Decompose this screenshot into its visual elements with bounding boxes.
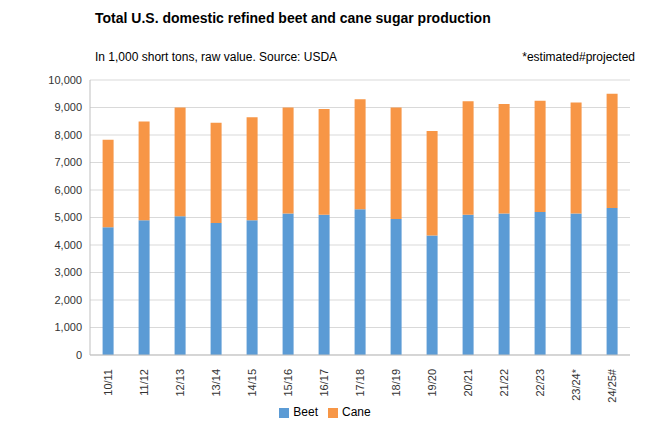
svg-text:10,000: 10,000: [48, 74, 82, 86]
html-text:Beet: Beet: [293, 405, 318, 419]
svg-text:1,000: 1,000: [54, 321, 82, 333]
svg-text:8,000: 8,000: [54, 129, 82, 141]
svg-text:18/19: 18/19: [390, 369, 402, 397]
svg-text:4,000: 4,000: [54, 239, 82, 251]
svg-text:14/15: 14/15: [246, 369, 258, 397]
svg-text:15/16: 15/16: [282, 369, 294, 397]
svg-text:13/14: 13/14: [210, 369, 222, 397]
svg-text:10/11: 10/11: [102, 369, 114, 396]
html-text:Cane: Cane: [342, 405, 371, 419]
svg-text:5,000: 5,000: [54, 211, 82, 223]
svg-text:6,000: 6,000: [54, 184, 82, 196]
svg-text:23/24*: 23/24*: [570, 368, 582, 401]
svg-text:21/22: 21/22: [498, 369, 510, 397]
svg-text:17/18: 17/18: [354, 369, 366, 397]
svg-text:12/13: 12/13: [174, 369, 186, 397]
html-text:In 1,000 short tons, raw value: In 1,000 short tons, raw value. Source: …: [95, 50, 338, 64]
html-text:Total U.S. domestic refined be: Total U.S. domestic refined beet and can…: [95, 10, 491, 26]
svg-text:20/21: 20/21: [462, 369, 474, 397]
svg-text:2,000: 2,000: [54, 294, 82, 306]
svg-text:3,000: 3,000: [54, 266, 82, 278]
svg-text:9,000: 9,000: [54, 101, 82, 113]
svg-text:19/20: 19/20: [426, 369, 438, 397]
svg-text:24/25#: 24/25#: [606, 368, 618, 403]
svg-text:7,000: 7,000: [54, 156, 82, 168]
svg-text:11/12: 11/12: [138, 369, 150, 396]
svg-text:0: 0: [76, 349, 82, 361]
svg-text:22/23: 22/23: [534, 369, 546, 397]
svg-text:16/17: 16/17: [318, 369, 330, 397]
html-text:*estimated#projected: *estimated#projected: [522, 50, 635, 64]
